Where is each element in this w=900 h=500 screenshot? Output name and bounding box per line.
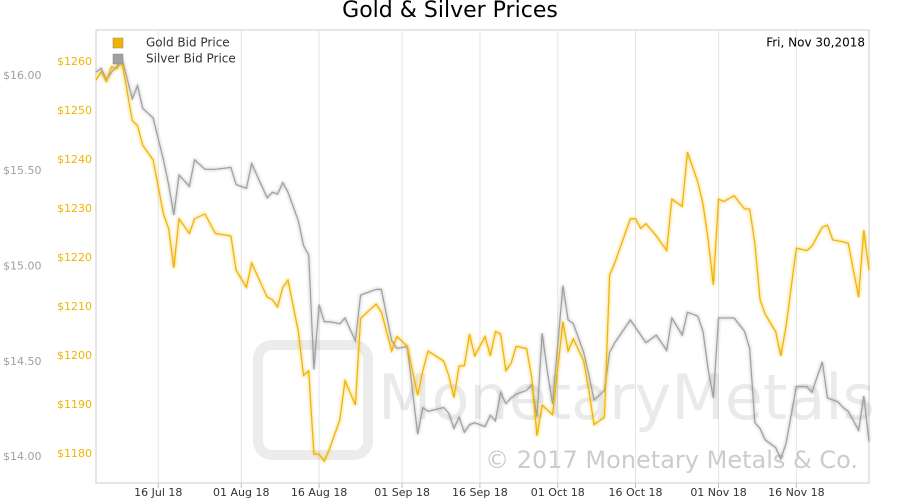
y2-tick-label: $1220 xyxy=(57,251,92,264)
legend-label: Silver Bid Price xyxy=(146,52,236,66)
date-label: Fri, Nov 30,2018 xyxy=(766,36,865,50)
legend-swatch xyxy=(112,37,124,49)
series-line xyxy=(95,57,870,461)
y2-tick-label: $1260 xyxy=(57,55,92,68)
legend-label: Gold Bid Price xyxy=(146,36,230,50)
chart-title: Gold & Silver Prices xyxy=(342,0,558,23)
x-tick-label: 16 Nov 18 xyxy=(768,486,824,499)
y2-tick-label: $1210 xyxy=(57,300,92,313)
x-tick-label: 16 Jul 18 xyxy=(134,486,182,499)
y2-tick-label: $1250 xyxy=(57,104,92,117)
y-tick-label: $14.00 xyxy=(3,450,42,463)
y2-tick-label: $1230 xyxy=(57,202,92,215)
x-tick-label: 16 Oct 18 xyxy=(609,486,663,499)
y-tick-label: $14.50 xyxy=(3,355,42,368)
x-tick-label: 01 Nov 18 xyxy=(690,486,746,499)
legend-swatch xyxy=(112,53,124,65)
watermark: © 2017 Monetary Metals & Co. xyxy=(485,446,858,474)
y2-tick-label: $1180 xyxy=(57,447,92,460)
x-tick-label: 01 Aug 18 xyxy=(213,486,269,499)
y2-tick-label: $1240 xyxy=(57,153,92,166)
y2-tick-label: $1200 xyxy=(57,349,92,362)
y-tick-label: $15.00 xyxy=(3,260,42,273)
grid xyxy=(157,30,797,483)
y2-tick-label: $1190 xyxy=(57,398,92,411)
x-tick-label: 01 Oct 18 xyxy=(531,486,585,499)
plot-area xyxy=(95,29,870,484)
x-tick-label: 16 Aug 18 xyxy=(291,486,347,499)
x-tick-label: 16 Sep 18 xyxy=(452,486,508,499)
series-line xyxy=(95,60,870,463)
x-tick-label: 01 Sep 18 xyxy=(374,486,430,499)
y-tick-label: $15.50 xyxy=(3,164,42,177)
y-tick-label: $16.00 xyxy=(3,69,42,82)
